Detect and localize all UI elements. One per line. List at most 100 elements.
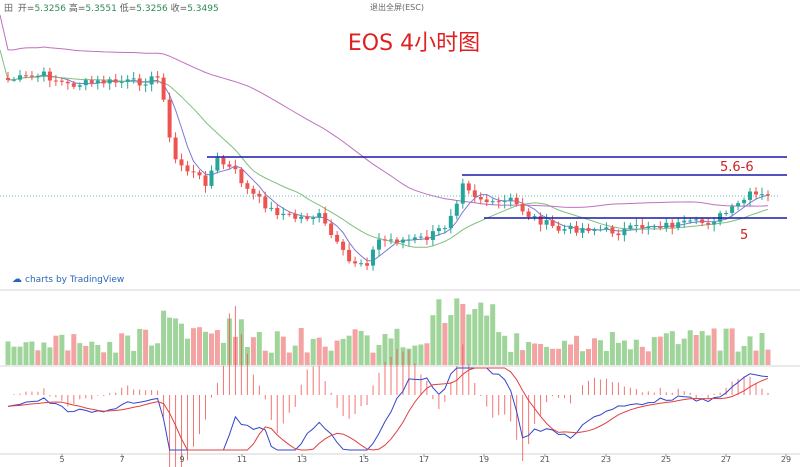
candle-body	[383, 239, 387, 241]
volume-bar	[699, 331, 705, 365]
candle-body	[24, 75, 28, 77]
volume-bar	[161, 310, 167, 365]
candle-body	[77, 85, 82, 87]
volume-bar	[705, 335, 711, 365]
level-lines-layer	[0, 156, 787, 219]
candle-body	[460, 183, 465, 204]
volume-bar	[83, 345, 89, 365]
volume-bar	[119, 333, 125, 365]
candle-body	[658, 226, 663, 228]
volume-bar	[603, 351, 609, 365]
volume-bar	[466, 314, 472, 365]
candle-body	[281, 213, 286, 216]
candle-body	[736, 203, 741, 207]
volume-bar	[532, 343, 538, 365]
volume-bar	[741, 346, 747, 365]
candle-body	[694, 219, 699, 221]
volume-bar	[370, 352, 376, 365]
volume-bar	[77, 343, 83, 365]
chart-title: EOS 4小时图	[348, 31, 480, 56]
candle-body	[203, 175, 208, 186]
volume-bar	[143, 329, 149, 365]
volume-bar	[765, 349, 771, 365]
annotation-resistance: 5.6-6	[720, 160, 754, 175]
volume-bar	[484, 315, 490, 365]
candle-body	[586, 228, 591, 231]
volume-bar	[388, 338, 394, 365]
volume-bar	[759, 333, 765, 365]
candle-body	[53, 80, 58, 82]
grid-icon[interactable]: 田	[4, 4, 14, 14]
candle-body	[604, 227, 609, 230]
candle-body	[71, 83, 76, 87]
volume-bar	[149, 345, 155, 365]
candle-body	[83, 80, 88, 86]
candle-body	[365, 263, 370, 266]
candle-body	[754, 191, 758, 195]
candle-body	[592, 229, 597, 231]
candle-body	[317, 213, 322, 218]
volume-bar	[556, 348, 562, 365]
low-value: 5.3256	[136, 4, 168, 14]
x-tick-label: 19	[479, 455, 489, 464]
volume-bar	[203, 331, 208, 365]
volume-bar	[209, 333, 214, 365]
volume-bar	[753, 350, 759, 365]
candle-body	[652, 226, 657, 228]
candle-body	[173, 137, 178, 160]
volume-bar	[460, 304, 466, 365]
volume-bar	[322, 346, 328, 365]
volume-bar	[274, 331, 280, 365]
candle-body	[239, 169, 244, 184]
signal-line	[7, 367, 769, 451]
volume-bar	[340, 338, 346, 365]
annotation-support: 5	[740, 228, 748, 243]
volume-bar	[131, 350, 137, 365]
x-tick-label: 11	[237, 455, 247, 464]
close-value: 5.3495	[187, 4, 219, 14]
candle-body	[395, 239, 399, 243]
tradingview-watermark[interactable]: ☁ charts by TradingView	[12, 274, 124, 285]
candle-body	[6, 77, 10, 80]
volume-bar	[268, 352, 274, 365]
low-label: 低=	[119, 4, 137, 14]
volume-bar	[514, 333, 520, 365]
volume-bar	[711, 328, 717, 365]
candle-body	[520, 204, 525, 212]
volume-bar	[669, 331, 675, 365]
candle-body	[556, 225, 561, 231]
volume-bar	[304, 352, 310, 365]
volume-bar	[35, 350, 41, 365]
volume-bar	[747, 336, 753, 365]
volume-bar	[544, 346, 550, 365]
candle-body	[580, 228, 585, 233]
volume-bar	[502, 335, 508, 365]
x-tick-label: 23	[601, 455, 611, 464]
volume-bar	[729, 328, 735, 365]
candle-body	[568, 225, 573, 230]
candle-body	[628, 225, 633, 229]
candle-body	[35, 75, 40, 77]
candle-body	[233, 166, 238, 170]
candle-body	[149, 76, 154, 85]
volume-bar	[220, 342, 226, 365]
candle-body	[191, 171, 196, 173]
candle-body	[742, 199, 747, 204]
volume-bar	[496, 332, 502, 365]
candle-body	[119, 81, 124, 83]
x-tick-label: 27	[721, 455, 731, 464]
candle-body	[676, 222, 681, 228]
volume-bar	[412, 345, 418, 365]
candle-body	[293, 213, 298, 219]
candle-body	[335, 234, 340, 242]
high-label: 高=	[68, 4, 86, 14]
volume-bar	[621, 340, 627, 365]
exit-fullscreen-button[interactable]: 退出全屏(ESC)	[370, 3, 424, 12]
candle-body	[502, 200, 507, 202]
candle-body	[299, 216, 304, 219]
candle-body	[257, 193, 262, 197]
volume-bar	[723, 328, 729, 365]
volume-bar	[454, 298, 460, 365]
volume-bar	[520, 350, 526, 365]
